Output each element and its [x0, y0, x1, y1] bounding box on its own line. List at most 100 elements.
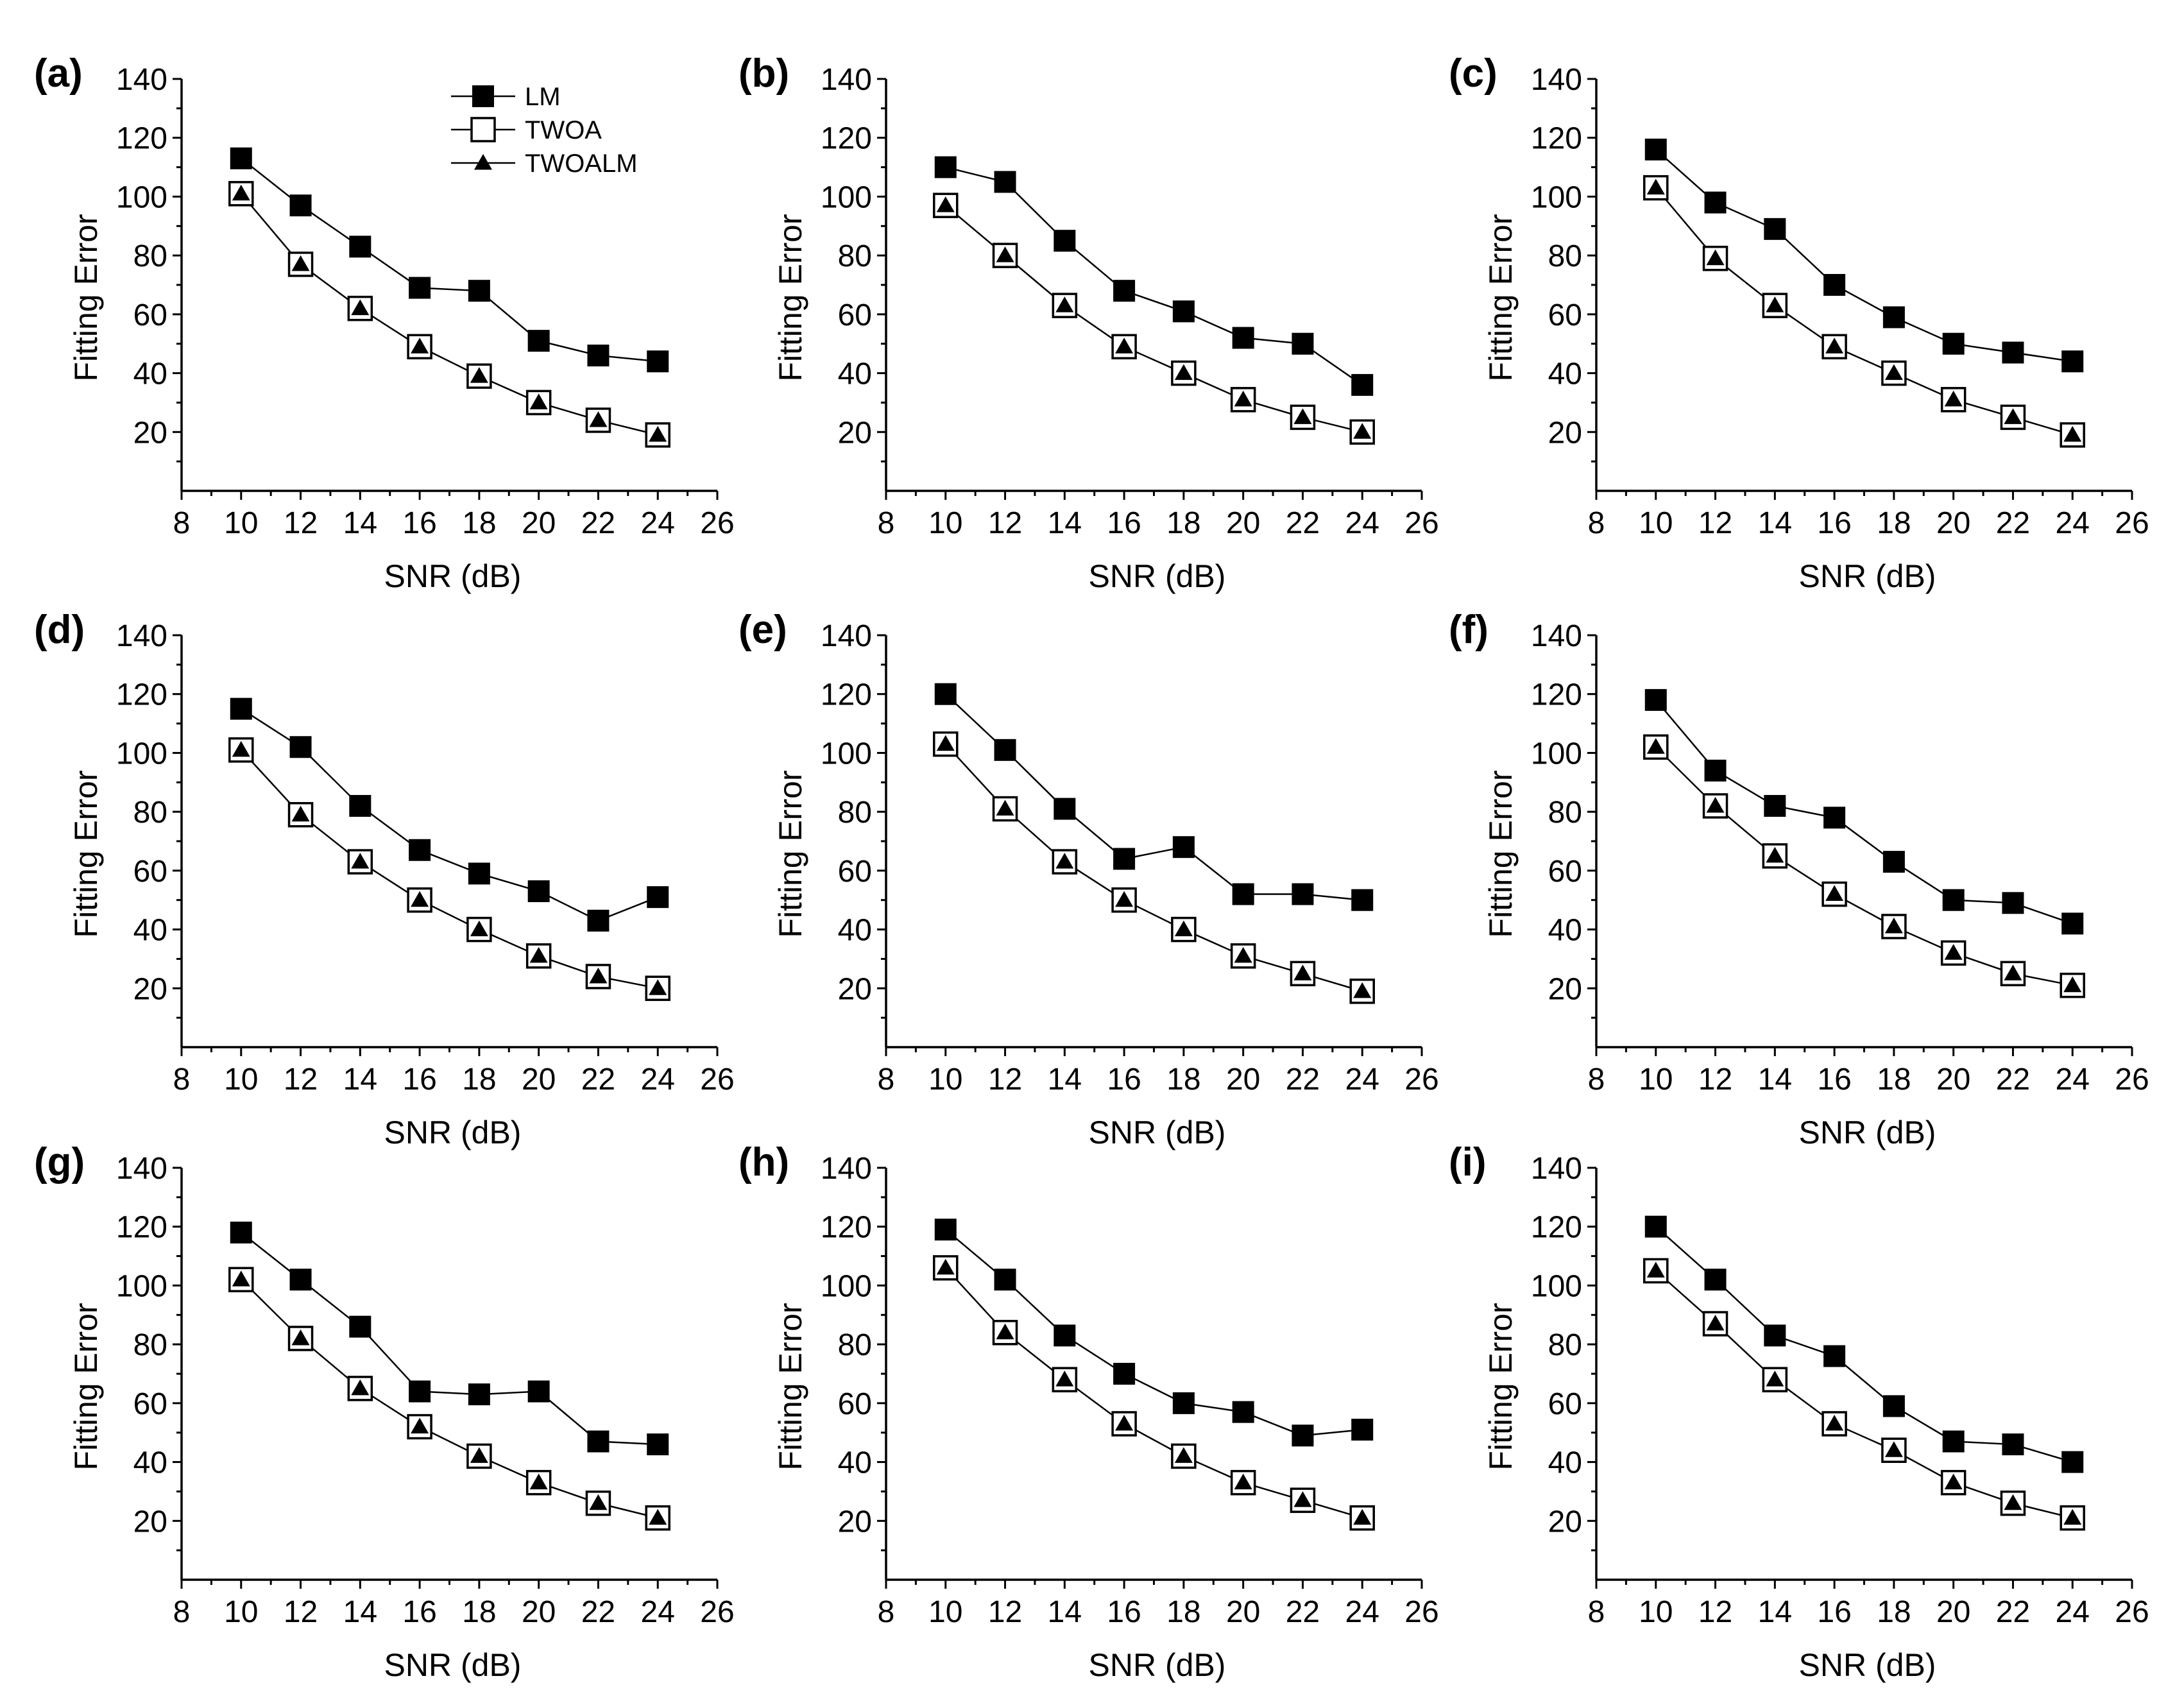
y-tick-label: 120: [1531, 122, 1582, 156]
data-point-lm: [1054, 1324, 1076, 1347]
data-point-lm: [994, 1269, 1016, 1291]
data-point-twoalm: [1293, 964, 1312, 980]
data-point-twoalm: [1944, 390, 1963, 407]
y-tick-label: 80: [133, 1328, 167, 1362]
legend-marker-twoa: [470, 117, 496, 142]
x-tick-label: 18: [1166, 1063, 1200, 1097]
y-tick-label: 40: [133, 914, 167, 948]
y-tick-label: 100: [116, 1269, 167, 1303]
series-line-twoa: [240, 749, 658, 989]
x-tick-label: 24: [1345, 1595, 1379, 1629]
data-point-twoalm: [1646, 1261, 1665, 1278]
data-point-twoalm: [1766, 1371, 1784, 1387]
y-axis-title: Fitting Error: [772, 770, 808, 937]
y-tick-label: 140: [116, 1152, 167, 1186]
x-tick-label: 16: [1817, 1063, 1851, 1097]
x-tick-label: 26: [1404, 1595, 1438, 1629]
chart-panel-c: (c) 8 10 12 14 16 18 20 22 24 26 20 40 60 80 100 120 140 S…: [1449, 51, 2149, 594]
data-point-twoalm: [1174, 1447, 1193, 1463]
x-tick-label: 18: [1877, 506, 1911, 540]
x-tick-label: 20: [1936, 506, 1970, 540]
data-point-twoalm: [351, 853, 370, 869]
x-tick-label: 22: [1286, 1063, 1320, 1097]
y-axis-title: Fitting Error: [1483, 214, 1519, 381]
data-point-twoalm: [1293, 408, 1312, 424]
data-point-twoalm: [996, 1323, 1014, 1340]
data-point-lm: [468, 280, 490, 302]
panel-label: (h): [738, 1140, 789, 1184]
data-point-twoalm: [232, 1270, 250, 1286]
y-tick-label: 80: [838, 796, 872, 830]
data-point-lm: [1823, 1345, 1846, 1367]
x-tick-label: 12: [1698, 1063, 1732, 1097]
x-tick-label: 12: [284, 1595, 318, 1629]
x-tick-label: 22: [1996, 1063, 2030, 1097]
y-tick-label: 120: [821, 122, 872, 156]
x-tick-label: 14: [1758, 506, 1792, 540]
data-point-twoalm: [1706, 796, 1725, 813]
data-point-lm: [1351, 373, 1374, 396]
x-tick-label: 12: [988, 1063, 1022, 1097]
y-tick-label: 40: [1548, 1446, 1582, 1480]
data-point-lm: [349, 794, 371, 817]
data-point-lm: [1764, 218, 1786, 240]
y-tick-label: 100: [821, 737, 872, 771]
data-point-lm: [587, 909, 610, 932]
x-tick-label: 8: [173, 506, 191, 540]
panel-label: (d): [34, 608, 85, 652]
chart-panel-d: (d) 8 10 12 14 16 18 20 22 24 26 20 40 60 80 100 120 140 S…: [34, 608, 735, 1150]
data-point-twoalm: [1115, 891, 1134, 907]
x-tick-label: 26: [1404, 506, 1438, 540]
x-tick-label: 20: [1226, 1063, 1260, 1097]
data-point-twoalm: [1115, 338, 1134, 354]
panel-label: (e): [738, 608, 787, 652]
y-tick-label: 80: [133, 239, 167, 273]
data-point-lm: [1644, 139, 1667, 161]
data-point-lm: [1292, 1424, 1314, 1447]
y-tick-label: 120: [1531, 1211, 1582, 1245]
x-tick-label: 10: [224, 1063, 258, 1097]
data-point-twoalm: [996, 246, 1014, 262]
panel-label: (g): [34, 1140, 85, 1184]
data-point-twoalm: [411, 891, 429, 907]
x-tick-label: 24: [2056, 1595, 2090, 1629]
y-tick-label: 140: [821, 1152, 872, 1186]
y-tick-label: 100: [116, 180, 167, 214]
data-point-lm: [1704, 759, 1727, 782]
data-point-lm: [1823, 807, 1846, 829]
y-tick-label: 40: [1548, 914, 1582, 948]
x-tick-label: 10: [928, 1063, 962, 1097]
x-tick-label: 8: [1588, 1595, 1605, 1629]
y-tick-label: 120: [821, 1211, 872, 1245]
x-tick-label: 16: [1817, 1595, 1851, 1629]
data-point-lm: [230, 147, 252, 169]
panel-label: (c): [1449, 51, 1497, 96]
legend: LM TWOA TWOALM: [451, 83, 638, 178]
data-point-lm: [1113, 1363, 1136, 1385]
y-tick-label: 60: [1548, 298, 1582, 332]
data-point-twoalm: [1706, 1315, 1725, 1331]
data-point-lm: [1764, 794, 1786, 817]
chart-panel-h: (h) 8 10 12 14 16 18 20 22 24 26 20 40 60 80 100 120 140 S…: [738, 1140, 1439, 1683]
y-tick-label: 20: [133, 1505, 167, 1539]
x-tick-label: 16: [1107, 1595, 1141, 1629]
x-axis-title: SNR (dB): [1799, 558, 1936, 594]
data-point-lm: [1704, 191, 1727, 214]
x-axis-title: SNR (dB): [1799, 1115, 1936, 1150]
data-point-twoalm: [232, 740, 250, 757]
x-tick-label: 16: [1817, 506, 1851, 540]
series-line-twoa: [1655, 746, 2073, 986]
data-point-twoalm: [351, 299, 370, 316]
y-tick-label: 100: [1531, 1269, 1582, 1303]
x-tick-label: 16: [402, 1063, 436, 1097]
x-tick-label: 10: [928, 1595, 962, 1629]
data-point-lm: [289, 1269, 312, 1291]
data-point-lm: [1644, 688, 1667, 711]
data-point-twoalm: [996, 799, 1014, 816]
data-point-lm: [468, 862, 490, 885]
x-tick-label: 12: [988, 1595, 1022, 1629]
data-point-twoalm: [1055, 1371, 1074, 1387]
data-point-lm: [2002, 1433, 2024, 1456]
data-point-lm: [1054, 798, 1076, 820]
x-tick-label: 16: [1107, 1063, 1141, 1097]
